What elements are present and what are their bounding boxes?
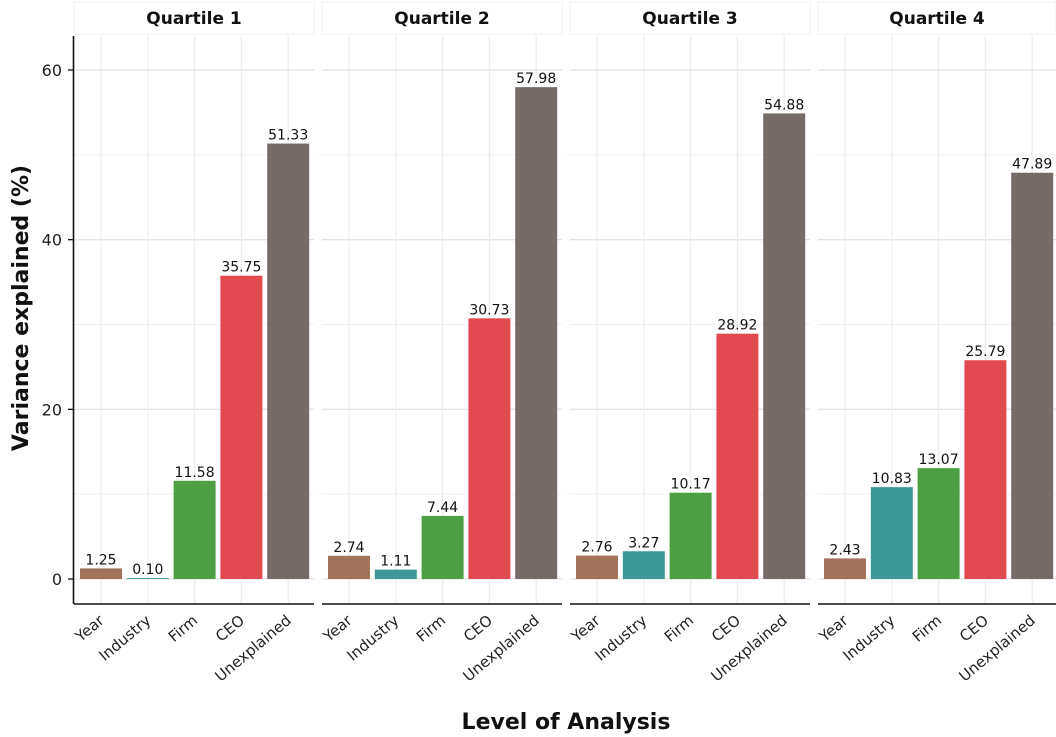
x-tick-label: Year: [815, 611, 852, 646]
bar-value-label: 30.73: [469, 302, 509, 318]
panel-title: Quartile 3: [642, 9, 737, 29]
bar-value-label: 3.27: [628, 535, 659, 551]
bar-ceo: [964, 360, 1007, 579]
bar-value-label: 11.58: [175, 465, 215, 481]
bar-firm: [917, 468, 960, 579]
bar-unexplained: [1011, 172, 1054, 580]
bar-year: [824, 558, 866, 579]
y-axis-title: Variance explained (%): [9, 165, 34, 451]
bar-value-label: 0.10: [132, 562, 163, 578]
x-tick-label: Industry: [344, 611, 403, 665]
x-tick-label: Industry: [840, 611, 899, 665]
y-tick-label: 40: [42, 231, 62, 250]
bar-industry: [870, 487, 913, 579]
y-tick-label: 20: [42, 400, 62, 419]
bar-value-label: 1.11: [380, 554, 411, 570]
bar-unexplained: [267, 143, 310, 579]
bar-value-label: 57.98: [516, 71, 556, 87]
x-tick-label: Firm: [661, 611, 697, 646]
bar-value-label: 2.76: [581, 540, 612, 556]
bar-firm: [421, 515, 464, 579]
bars-layer: [80, 87, 1054, 580]
x-tick-label: Industry: [592, 611, 651, 665]
bar-unexplained: [515, 87, 558, 580]
bar-value-label: 10.83: [872, 471, 912, 487]
x-tick-label: CEO: [212, 611, 248, 645]
panel-title: Quartile 2: [394, 9, 489, 29]
bar-year: [80, 568, 122, 579]
x-tick-label: Year: [319, 611, 356, 646]
bar-value-label: 54.88: [764, 97, 804, 113]
panel-title: Quartile 1: [146, 9, 241, 29]
bar-industry: [374, 569, 417, 579]
bar-value-label: 28.92: [717, 318, 757, 334]
panel-title: Quartile 4: [889, 9, 985, 29]
x-tick-label: CEO: [708, 611, 744, 645]
panel-strip: [73, 1, 315, 35]
bar-unexplained: [763, 113, 806, 580]
x-tick-label: Firm: [165, 611, 201, 646]
axes-layer: [68, 36, 1056, 605]
bar-value-label: 7.44: [427, 500, 458, 516]
bar-industry: [622, 551, 665, 579]
bar-ceo: [716, 333, 759, 579]
bar-industry: [126, 578, 169, 579]
bar-ceo: [220, 275, 263, 579]
bar-value-label: 10.17: [671, 477, 711, 493]
bar-value-label: 2.43: [829, 542, 860, 558]
y-tick-label: 60: [42, 61, 62, 80]
x-tick-label: CEO: [460, 611, 496, 645]
bar-value-label: 25.79: [965, 344, 1005, 360]
bar-value-label: 13.07: [919, 452, 959, 468]
bar-value-label: 35.75: [221, 260, 261, 276]
x-tick-label: Year: [71, 611, 108, 646]
x-tick-label: Firm: [413, 611, 449, 646]
panel-strip: [569, 1, 811, 35]
panel-strip: [321, 1, 563, 35]
bar-value-label: 1.25: [85, 552, 116, 568]
x-tick-label: Year: [567, 611, 604, 646]
bar-firm: [669, 492, 712, 579]
bar-firm: [173, 480, 216, 579]
bar-value-label: 47.89: [1012, 157, 1052, 173]
bar-value-label: 2.74: [333, 540, 364, 556]
x-tick-label: CEO: [956, 611, 992, 645]
panel-strips: Quartile 1 Quartile 2 Quartile 3 Quartile 4: [73, 1, 1056, 35]
x-tick-label: Firm: [909, 611, 945, 646]
y-tick-label: 0: [52, 570, 62, 589]
bar-year: [328, 555, 370, 579]
bar-year: [576, 555, 618, 579]
x-axis-title: Level of Analysis: [462, 710, 671, 735]
panel-strip: [817, 1, 1056, 35]
bar-ceo: [468, 318, 511, 579]
bar-value-label: 51.33: [268, 128, 308, 144]
x-tick-label: Industry: [96, 611, 155, 665]
